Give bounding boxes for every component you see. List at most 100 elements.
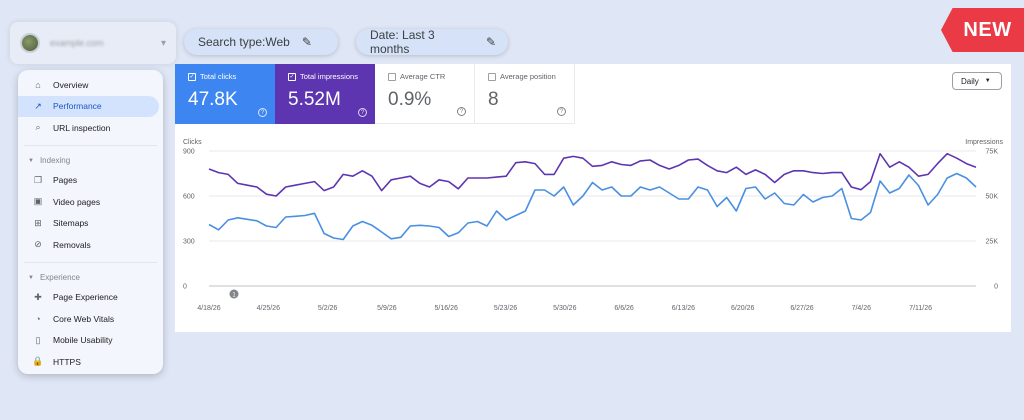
sidebar: ⌂ Overview ↗ Performance ⌕ URL inspection ▼ In… <box>18 70 163 374</box>
property-name: example.com <box>50 38 104 48</box>
search-icon: ⌕ <box>35 122 41 133</box>
x-tick-label: 5/23/26 <box>494 305 517 312</box>
left-tick-label: 600 <box>183 194 195 201</box>
sidebar-section-indexing[interactable]: ▼ Indexing <box>18 152 163 170</box>
metric-value: 0.9% <box>388 89 432 110</box>
sidebar-item-label: Performance <box>53 101 102 112</box>
checkbox-icon[interactable] <box>388 72 396 81</box>
sidebar-item-label: Mobile Usability <box>53 335 113 346</box>
metric-header: ✓ Total clicks <box>188 72 275 81</box>
mobile-icon: ▯ <box>35 334 41 345</box>
sidebar-item-https[interactable]: 🔒 HTTPS <box>18 351 159 373</box>
sidebar-item-label: Overview <box>53 79 89 90</box>
x-tick-label: 4/18/26 <box>197 305 220 312</box>
search-type-filter[interactable]: Search type:Web ✎ <box>184 29 338 55</box>
sidebar-item-video-pages[interactable]: ▣ Video pages <box>18 191 159 213</box>
left-tick-label: 900 <box>183 149 195 156</box>
x-tick-label: 5/9/26 <box>377 305 397 312</box>
x-tick-label: 7/4/26 <box>852 305 872 312</box>
help-icon[interactable]: ? <box>258 108 267 117</box>
metric-value: 47.8K <box>188 89 238 110</box>
metric-card-impr[interactable]: ✓ Total impressions 5.52M? <box>275 64 375 124</box>
sidebar-item-removals[interactable]: ⊘ Removals <box>18 234 159 256</box>
sidebar-item-pages[interactable]: ❐ Pages <box>18 170 159 192</box>
left-tick-label: 300 <box>183 239 195 246</box>
lock-icon: 🔒 <box>32 356 44 367</box>
x-tick-label: 5/2/26 <box>318 305 338 312</box>
x-tick-label: 4/25/26 <box>257 305 280 312</box>
sidebar-divider <box>24 261 157 263</box>
help-icon[interactable]: ? <box>457 107 466 116</box>
date-label: Date: Last 3 months <box>370 28 435 56</box>
collapse-caret-icon: ▼ <box>28 274 34 281</box>
sidebar-item-sitemaps[interactable]: ⊞ Sitemaps <box>18 213 159 235</box>
sidebar-item-overview[interactable]: ⌂ Overview <box>18 74 159 96</box>
clicks-series-line <box>208 172 977 241</box>
annotation-marker <box>229 289 239 299</box>
x-tick-label: 6/20/26 <box>731 305 754 312</box>
right-tick-label: 50K <box>986 194 999 201</box>
sidebar-divider <box>24 144 157 146</box>
sidebar-item-label: Pages <box>53 175 78 186</box>
sidebar-item-mobile-usability[interactable]: ▯ Mobile Usability <box>18 330 159 352</box>
annotation-marker-label: 1 <box>232 293 236 299</box>
right-tick-label: 0 <box>994 284 998 291</box>
sidebar-item-label: Video pages <box>53 196 101 207</box>
x-tick-label: 7/11/26 <box>909 305 932 312</box>
metric-header: Average position <box>488 72 574 81</box>
sidebar-section-label: Indexing <box>39 156 71 165</box>
metric-label: Average position <box>500 72 556 81</box>
metric-header: Average CTR <box>388 72 474 81</box>
sidebar-item-performance[interactable]: ↗ Performance <box>18 95 159 117</box>
checkbox-checked-icon[interactable]: ✓ <box>288 72 296 81</box>
property-avatar <box>20 33 40 53</box>
dropdown-arrow-icon: ▼ <box>984 78 991 84</box>
checkbox-checked-icon[interactable]: ✓ <box>188 72 196 81</box>
sidebar-item-page-experience[interactable]: ✚ Page Experience <box>18 287 159 309</box>
metric-card-clicks[interactable]: ✓ Total clicks 47.8K? <box>175 64 275 124</box>
page-experience-icon: ✚ <box>34 291 42 302</box>
trending-up-icon: ↗ <box>34 100 42 111</box>
right-tick-label: 75K <box>986 149 999 156</box>
sidebar-item-core-web-vitals[interactable]: ◔ Core Web Vitals <box>18 308 159 330</box>
sidebar-item-label: HTTPS <box>53 356 81 367</box>
x-tick-label: 6/13/26 <box>672 305 695 312</box>
metric-header: ✓ Total impressions <box>288 72 375 81</box>
sidebar-item-label: Removals <box>53 239 91 250</box>
property-selector[interactable]: example.com ▾ <box>10 22 176 64</box>
sidebar-item-url-inspection[interactable]: ⌕ URL inspection <box>18 117 159 139</box>
metric-value: 5.52M <box>288 89 341 110</box>
sidebar-item-label: URL inspection <box>53 122 111 133</box>
metric-card-pos[interactable]: Average position 8? <box>475 64 575 124</box>
x-tick-label: 5/16/26 <box>435 305 458 312</box>
date-filter[interactable]: Date: Last 3 months ✎ <box>356 28 508 56</box>
sitemaps-icon: ⊞ <box>34 217 42 228</box>
sidebar-section-experience[interactable]: ▼ Experience <box>18 269 163 287</box>
checkbox-icon[interactable] <box>488 72 496 81</box>
sidebar-item-label: Core Web Vitals <box>53 313 115 324</box>
granularity-select[interactable]: Daily ▼ <box>952 72 1002 90</box>
x-tick-label: 5/30/26 <box>553 305 576 312</box>
metric-value: 8 <box>488 89 499 110</box>
performance-chart: Clicks Impressions 900 75K 600 50K 300 25K 0 0 4/1… <box>183 139 1004 312</box>
granularity-value: Daily <box>961 76 979 86</box>
search-type-label: Search type:Web <box>198 35 290 49</box>
home-icon: ⌂ <box>35 79 41 90</box>
pages-icon: ❐ <box>33 174 43 185</box>
right-axis-title: Impressions <box>965 139 1003 146</box>
help-icon[interactable]: ? <box>557 107 566 116</box>
metric-label: Total impressions <box>300 72 358 81</box>
metric-card-ctr[interactable]: Average CTR 0.9%? <box>375 64 475 124</box>
removals-icon: ⊘ <box>34 239 42 250</box>
sidebar-section-label: Experience <box>39 273 80 282</box>
x-tick-label: 6/27/26 <box>790 305 813 312</box>
edit-icon[interactable]: ✎ <box>301 35 312 49</box>
edit-icon[interactable]: ✎ <box>485 35 496 49</box>
video-pages-icon: ▣ <box>33 196 43 207</box>
x-tick-label: 6/6/26 <box>614 305 634 312</box>
metric-label: Total clicks <box>200 72 237 81</box>
left-axis-title: Clicks <box>183 139 202 146</box>
impressions-series-line <box>208 152 977 197</box>
sidebar-item-label: Page Experience <box>53 292 118 303</box>
help-icon[interactable]: ? <box>358 108 367 117</box>
